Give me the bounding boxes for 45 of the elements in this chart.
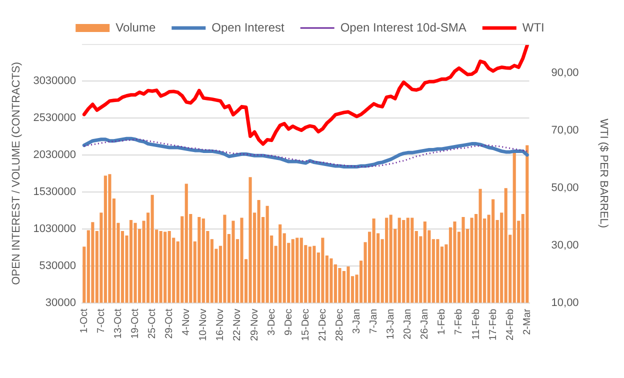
x-tick-label: 24-Feb [504, 308, 516, 340]
legend-label: WTI [522, 20, 544, 34]
x-tick-label: 1-Feb [436, 308, 448, 335]
y2-axis-title: WTI ($ PER BARREL) [597, 118, 610, 228]
x-tick-label: 15-Dec [300, 308, 312, 342]
x-tick-label: 7-Feb [454, 308, 465, 335]
x-tick-label: 19-Oct [130, 308, 142, 339]
y2-tick-label: 10,00 [551, 296, 579, 309]
legend-label: Volume [116, 20, 156, 34]
x-tick-label: 26-Jan [420, 308, 431, 340]
legend-label: Open Interest 10d-SMA [340, 20, 466, 34]
legend-label: Open Interest [212, 20, 286, 34]
x-tick-label: 9-Dec [283, 308, 294, 336]
y-tick-label: 1030000 [33, 222, 76, 235]
x-tick-label: 29-Oct [164, 308, 176, 339]
x-tick-label: 3-Dec [266, 308, 278, 336]
y-tick-label: 30000 [45, 296, 76, 309]
x-tick-label: 17-Feb [488, 308, 499, 340]
x-tick-label: 3-Jan [352, 308, 363, 334]
x-tick-label: 1-Oct [78, 308, 90, 334]
x-tick-label: 28-Dec [334, 308, 346, 342]
x-tick-label: 7-Oct [96, 308, 107, 334]
x-tick-label: 21-Dec [317, 308, 328, 342]
x-tick-label: 29-Nov [249, 308, 260, 342]
y2-tick-label: 90,00 [551, 66, 579, 79]
y-tick-label: 1530000 [33, 186, 76, 198]
x-tick-label: 13-Oct [112, 308, 124, 339]
x-tick-label: 10-Nov [198, 308, 210, 342]
x-tick-label: 20-Jan [402, 308, 414, 340]
y-axis-title: OPEN INTEREST / VOLUME (CONTRACTS) [10, 62, 23, 285]
y2-tick-label: 70,00 [551, 124, 579, 136]
x-tick-label: 13-Jan [386, 308, 397, 340]
x-tick-label: 16-Nov [215, 308, 226, 342]
y-tick-label: 530000 [39, 260, 76, 272]
x-tick-label: 11-Feb [470, 308, 482, 340]
y2-tick-label: 50,00 [551, 182, 579, 194]
x-tick-label: 4-Nov [181, 308, 192, 336]
x-tick-label: 7-Jan [368, 308, 380, 334]
y-tick-label: 2030000 [33, 148, 76, 161]
x-tick-label: 25-Oct [147, 308, 158, 339]
y-tick-label: 3030000 [33, 74, 76, 87]
x-tick-label: 2-Mar [522, 308, 533, 335]
y-tick-label: 2530000 [33, 112, 76, 124]
x-tick-label: 22-Nov [232, 308, 244, 342]
y2-tick-label: 30,00 [551, 239, 579, 252]
